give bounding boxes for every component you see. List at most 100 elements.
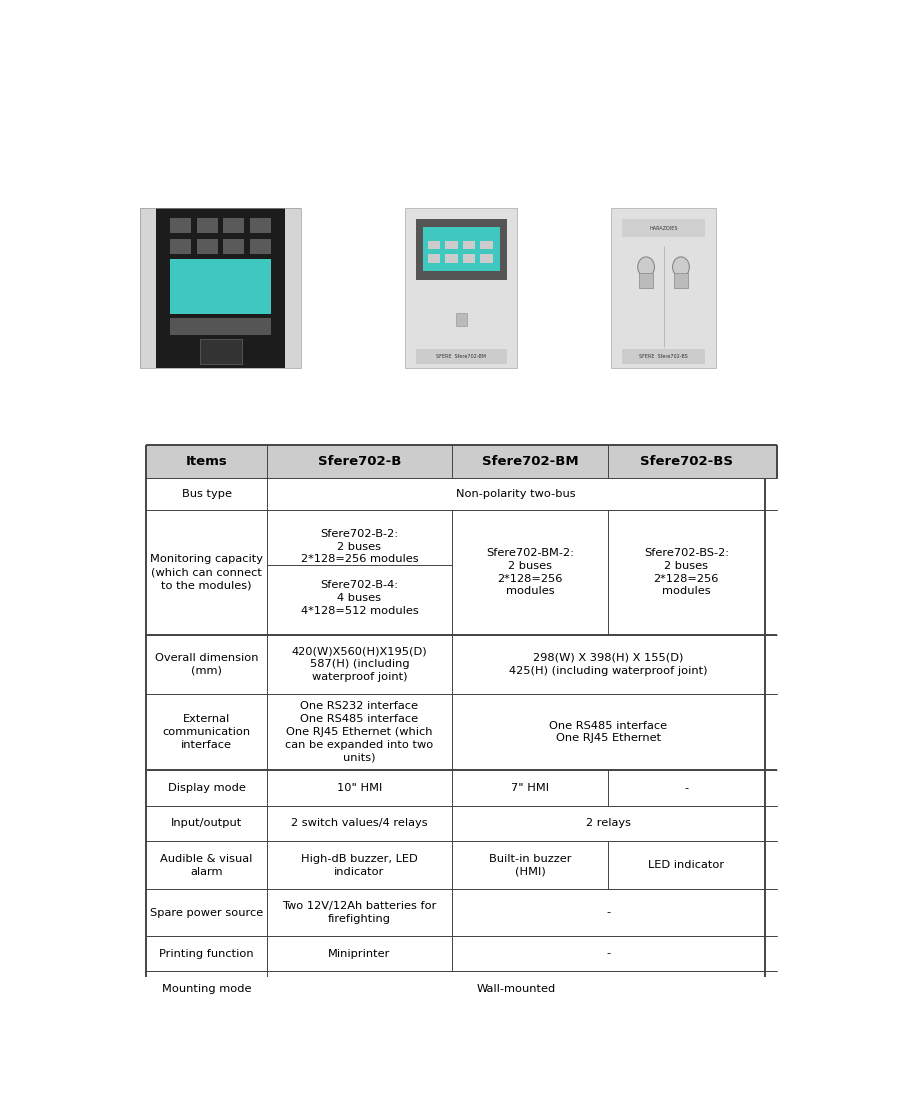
Bar [170,219,192,233]
Bar [608,509,764,635]
Bar [146,972,267,1007]
Bar [267,509,452,635]
Text: Sfere702-BM: Sfere702-BM [482,455,579,468]
Bar [146,635,267,694]
Bar [146,806,267,841]
Text: SFERE  Sfere702-BM: SFERE Sfere702-BM [436,355,486,359]
Text: One RS232 interface
One RS485 interface
One RJ45 Ethernet (which
can be expanded: One RS232 interface One RS485 interface … [285,702,434,763]
Bar [446,240,458,249]
Bar [170,239,192,255]
Text: SFERE  Sfere702-BS: SFERE Sfere702-BS [639,355,688,359]
Bar [146,694,267,770]
Bar [197,219,218,233]
Bar [200,339,241,365]
Bar [250,219,271,233]
Text: Mounting mode: Mounting mode [162,984,251,994]
Text: 7" HMI: 7" HMI [511,783,549,793]
Bar [223,219,244,233]
Text: Sfere702-BS: Sfere702-BS [640,455,733,468]
Text: One RS485 interface
One RJ45 Ethernet: One RS485 interface One RJ45 Ethernet [549,720,667,743]
Bar [170,259,271,314]
Text: HARAZDIES: HARAZDIES [649,226,678,231]
Text: 2 switch values/4 relays: 2 switch values/4 relays [291,818,428,828]
Bar [452,509,608,635]
Text: -: - [606,949,610,959]
Bar [267,770,452,806]
Bar [622,349,706,365]
Bar [267,806,452,841]
Text: Sfere702-BM-2:
2 buses
2*128=256
modules: Sfere702-BM-2: 2 buses 2*128=256 modules [486,548,574,596]
Text: Bus type: Bus type [182,489,231,498]
Text: Items: Items [185,455,228,468]
Bar [267,635,452,694]
Bar [267,972,764,1007]
Text: Overall dimension
(mm): Overall dimension (mm) [155,653,258,675]
Text: High-dB buzzer, LED
indicator: High-dB buzzer, LED indicator [301,854,418,876]
Bar [157,208,284,369]
Text: Non-polarity two-bus: Non-polarity two-bus [456,489,576,498]
Text: Built-in buzzer
(HMI): Built-in buzzer (HMI) [489,854,572,876]
Bar [446,255,458,262]
Text: 2 relays: 2 relays [586,818,631,828]
Bar [146,841,267,889]
Bar [452,694,764,770]
Bar [140,208,158,369]
Bar [452,935,764,972]
Bar [452,635,764,694]
Bar [428,240,440,249]
Text: Miniprinter: Miniprinter [328,949,391,959]
Text: -: - [606,908,610,918]
Bar [463,255,475,262]
Bar [146,889,267,935]
Bar [455,313,467,326]
Text: Wall-mounted: Wall-mounted [476,984,555,994]
Bar [197,239,218,255]
Bar [146,509,267,635]
Bar [423,227,500,271]
Text: Sfere702-B: Sfere702-B [318,455,401,468]
Circle shape [672,257,689,277]
Bar [608,770,764,806]
Bar [480,255,492,262]
Bar [452,806,764,841]
Bar [146,445,777,479]
Bar [463,240,475,249]
Bar [267,889,452,935]
Text: Printing function: Printing function [159,949,254,959]
Bar [608,841,764,889]
Bar [267,479,764,509]
Text: Spare power source: Spare power source [150,908,263,918]
Bar [622,219,706,237]
Text: Display mode: Display mode [167,783,246,793]
Bar [146,479,267,509]
Text: 298(W) X 398(H) X 155(D)
425(H) (including waterproof joint): 298(W) X 398(H) X 155(D) 425(H) (includi… [508,653,707,675]
Bar [405,208,517,369]
Bar [611,208,716,369]
Bar [146,770,267,806]
Bar [639,273,653,288]
Text: External
communication
interface: External communication interface [162,714,250,750]
Bar [223,239,244,255]
Bar [284,208,301,369]
Bar [267,841,452,889]
Bar [452,841,608,889]
Bar [452,889,764,935]
Bar [674,273,688,288]
Text: Input/output: Input/output [171,818,242,828]
Bar [250,239,271,255]
Bar [428,255,440,262]
Text: Two 12V/12Ah batteries for
firefighting: Two 12V/12Ah batteries for firefighting [283,901,436,923]
Bar [416,349,507,365]
Bar [267,694,452,770]
Circle shape [638,257,654,277]
Text: Monitoring capacity
(which can connect
to the modules): Monitoring capacity (which can connect t… [150,554,263,590]
Text: Sfere702-BS-2:
2 buses
2*128=256
modules: Sfere702-BS-2: 2 buses 2*128=256 modules [644,548,729,596]
Text: -: - [684,783,688,793]
Bar [267,935,452,972]
Text: Sfere702-B-2:
2 buses
2*128=256 modules

Sfere702-B-4:
4 buses
4*128=512 modules: Sfere702-B-2: 2 buses 2*128=256 modules … [301,529,418,616]
Bar [146,935,267,972]
Text: 420(W)X560(H)X195(D)
587(H) (including
waterproof joint): 420(W)X560(H)X195(D) 587(H) (including w… [292,647,428,682]
Text: 10" HMI: 10" HMI [337,783,382,793]
Bar [480,240,492,249]
Bar [452,770,608,806]
